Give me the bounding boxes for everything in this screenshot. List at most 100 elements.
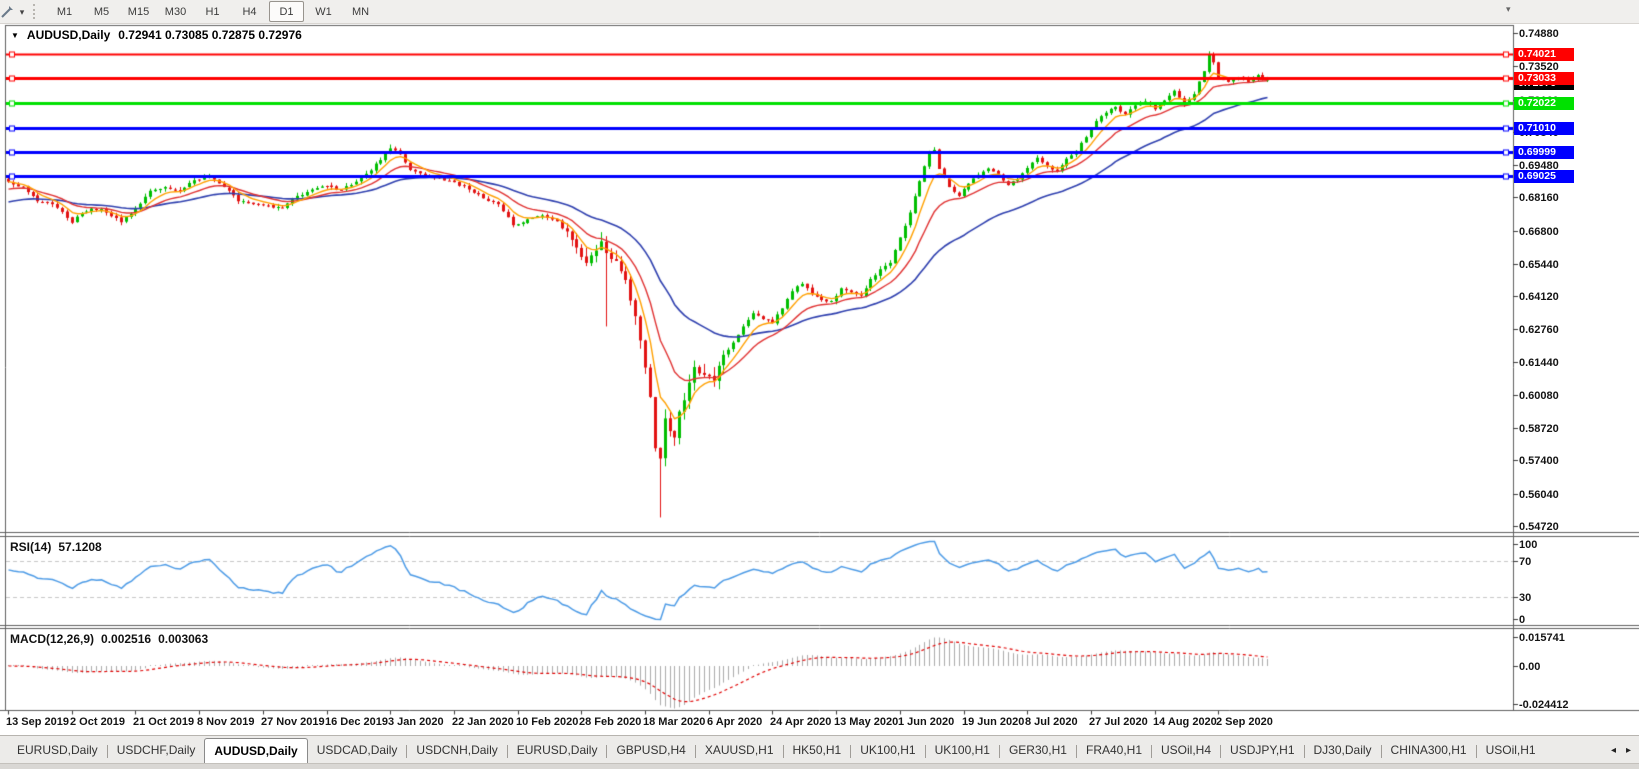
macd-axis-tick: -0.024412 (1519, 698, 1569, 711)
macd-main-value: 0.002516 (101, 632, 152, 646)
date-axis-label: 28 Feb 2020 (579, 716, 642, 728)
tab-usoil-h1[interactable]: USOil,H1 (1485, 743, 1536, 757)
price-line-badge-0.73033[interactable]: 0.73033 (1514, 72, 1574, 85)
price-axis-tick: 0.73520 (1519, 60, 1559, 73)
price-axis-tick: 0.56040 (1519, 488, 1559, 501)
tab-dj30-daily[interactable]: DJ30,Daily (1313, 743, 1372, 757)
date-axis-label: 2 Oct 2019 (70, 716, 126, 728)
rsi-axis-tick: 70 (1519, 555, 1532, 568)
tab-audusd-daily[interactable]: AUDUSD,Daily (204, 738, 308, 764)
tab-hk50-h1[interactable]: HK50,H1 (792, 743, 842, 757)
rsi-axis-tick: 30 (1519, 591, 1532, 604)
price-axis-tick: 0.62760 (1519, 323, 1559, 336)
timeframe-button-m30[interactable]: M30 (164, 5, 187, 18)
timeframe-button-group: M1 M5 M15 M30 H1 H4 D1 W1 MN (46, 1, 379, 22)
rsi-indicator-label: RSI(14) 57.1208 (10, 540, 102, 554)
timeframe-button-m5[interactable]: M5 (93, 5, 110, 18)
tab-uk100-h1[interactable]: UK100,H1 (860, 743, 916, 757)
tab-usoil-h4[interactable]: USOil,H4 (1161, 743, 1212, 757)
date-axis-label: 18 Mar 2020 (643, 716, 706, 728)
pointer-tool-icon[interactable] (0, 3, 16, 21)
price-line-badge-0.71010[interactable]: 0.71010 (1514, 122, 1574, 135)
tabs-scroll-right-icon[interactable]: ▸ (1625, 745, 1631, 756)
tool-dropdown-caret-icon[interactable]: ▾ (19, 6, 25, 17)
toolbar: ▾ M1 M5 M15 M30 H1 H4 D1 W1 MN (0, 0, 1639, 24)
tab-usdcnh-daily[interactable]: USDCNH,Daily (416, 743, 498, 757)
chart-ohlc-values: 0.72941 0.73085 0.72875 0.72976 (118, 28, 302, 42)
date-axis-label: 16 Dec 2019 (325, 716, 388, 728)
timeframe-button-w1[interactable]: W1 (315, 5, 332, 18)
toolbar-grip-handle[interactable] (33, 4, 39, 19)
price-line-badge-0.72022[interactable]: 0.72022 (1514, 97, 1574, 110)
tab-divider (924, 744, 926, 758)
macd-signal-value: 0.003063 (158, 632, 209, 646)
tab-divider (850, 744, 852, 758)
date-axis-label: 1 Jun 2020 (898, 716, 955, 728)
date-axis-label: 27 Jul 2020 (1089, 716, 1148, 728)
tab-usdchf-daily[interactable]: USDCHF,Daily (116, 743, 196, 757)
tab-uk100-h1[interactable]: UK100,H1 (934, 743, 990, 757)
tab-divider (694, 744, 696, 758)
date-axis-label: 8 Nov 2019 (197, 716, 255, 728)
price-axis-tick: 0.68160 (1519, 191, 1559, 204)
price-line-badge-0.69999[interactable]: 0.69999 (1514, 146, 1574, 159)
tab-eurusd-daily[interactable]: EURUSD,Daily (17, 743, 98, 757)
date-axis-label: 27 Nov 2019 (261, 716, 325, 728)
tab-divider (606, 744, 608, 758)
tab-china300-h1[interactable]: CHINA300,H1 (1390, 743, 1467, 757)
date-axis-label: 2 Sep 2020 (1216, 716, 1273, 728)
date-axis-label: 13 Sep 2019 (6, 716, 69, 728)
date-axis-label: 3 Jan 2020 (388, 716, 444, 728)
price-axis-tick: 0.66800 (1519, 225, 1559, 238)
tab-divider (1380, 744, 1382, 758)
date-axis-label: 13 May 2020 (834, 716, 899, 728)
chart-title: ▼ AUDUSD,Daily 0.72941 0.73085 0.72875 0… (11, 28, 302, 42)
chart-tab-bar: EURUSD,Daily USDCHF,Daily AUDUSD,Daily USDC… (0, 735, 1639, 769)
date-axis-label: 19 Jun 2020 (962, 716, 1025, 728)
timeframe-button-h1[interactable]: H1 (205, 5, 220, 18)
date-axis-label: 14 Aug 2020 (1153, 716, 1217, 728)
tab-xauusd-h1[interactable]: XAUUSD,H1 (704, 743, 774, 757)
rsi-value: 57.1208 (58, 540, 102, 554)
chart-tabs: EURUSD,Daily USDCHF,Daily AUDUSD,Daily USDC… (8, 738, 1595, 764)
macd-axis-tick: 0.00 (1519, 660, 1541, 673)
chart-quick-menu-icon[interactable]: ▼ (11, 31, 19, 40)
date-axis-label: 21 Oct 2019 (133, 716, 195, 728)
macd-indicator-label: MACD(12,26,9) 0.002516 0.003063 (10, 632, 208, 646)
date-axis-label: 6 Apr 2020 (707, 716, 763, 728)
tab-divider (406, 744, 408, 758)
date-axis-label: 24 Apr 2020 (770, 716, 832, 728)
price-axis-tick: 0.58720 (1519, 422, 1559, 435)
timeframe-button-m15[interactable]: M15 (127, 5, 150, 18)
price-line-badge-0.74021[interactable]: 0.74021 (1514, 48, 1574, 61)
tab-divider (1475, 744, 1477, 758)
tab-fra40-h1[interactable]: FRA40,H1 (1085, 743, 1143, 757)
toolbar-overflow-caret-icon[interactable]: ▾ (1506, 4, 1511, 14)
date-axis-label: 10 Feb 2020 (516, 716, 579, 728)
timeframe-button-m1[interactable]: M1 (56, 5, 73, 18)
tab-usdjpy-h1[interactable]: USDJPY,H1 (1230, 743, 1295, 757)
tab-divider (1220, 744, 1222, 758)
tab-gbpusd-h4[interactable]: GBPUSD,H4 (616, 743, 686, 757)
price-axis-tick: 0.69480 (1519, 159, 1559, 172)
tab-divider (782, 744, 784, 758)
price-axis-tick: 0.74880 (1519, 27, 1559, 40)
timeframe-button-h4[interactable]: H4 (242, 5, 257, 18)
date-axis-label: 8 Jul 2020 (1025, 716, 1078, 728)
macd-name: MACD(12,26,9) (10, 632, 95, 646)
timeframe-button-d1[interactable]: D1 (269, 1, 304, 22)
price-line-badge-0.69025[interactable]: 0.69025 (1514, 170, 1574, 183)
price-axis-tick: 0.60080 (1519, 389, 1559, 402)
date-axis-label: 22 Jan 2020 (452, 716, 514, 728)
tabs-scroll-left-icon[interactable]: ◂ (1610, 745, 1616, 756)
tab-ger30-h1[interactable]: GER30,H1 (1008, 743, 1067, 757)
price-axis-tick: 0.57400 (1519, 454, 1559, 467)
tab-divider (506, 744, 508, 758)
timeframe-button-mn[interactable]: MN (351, 5, 370, 18)
tab-eurusd-daily[interactable]: EURUSD,Daily (516, 743, 598, 757)
rsi-name: RSI(14) (10, 540, 52, 554)
tab-usdcad-daily[interactable]: USDCAD,Daily (316, 743, 398, 757)
tab-divider (1303, 744, 1305, 758)
tab-divider (1075, 744, 1077, 758)
